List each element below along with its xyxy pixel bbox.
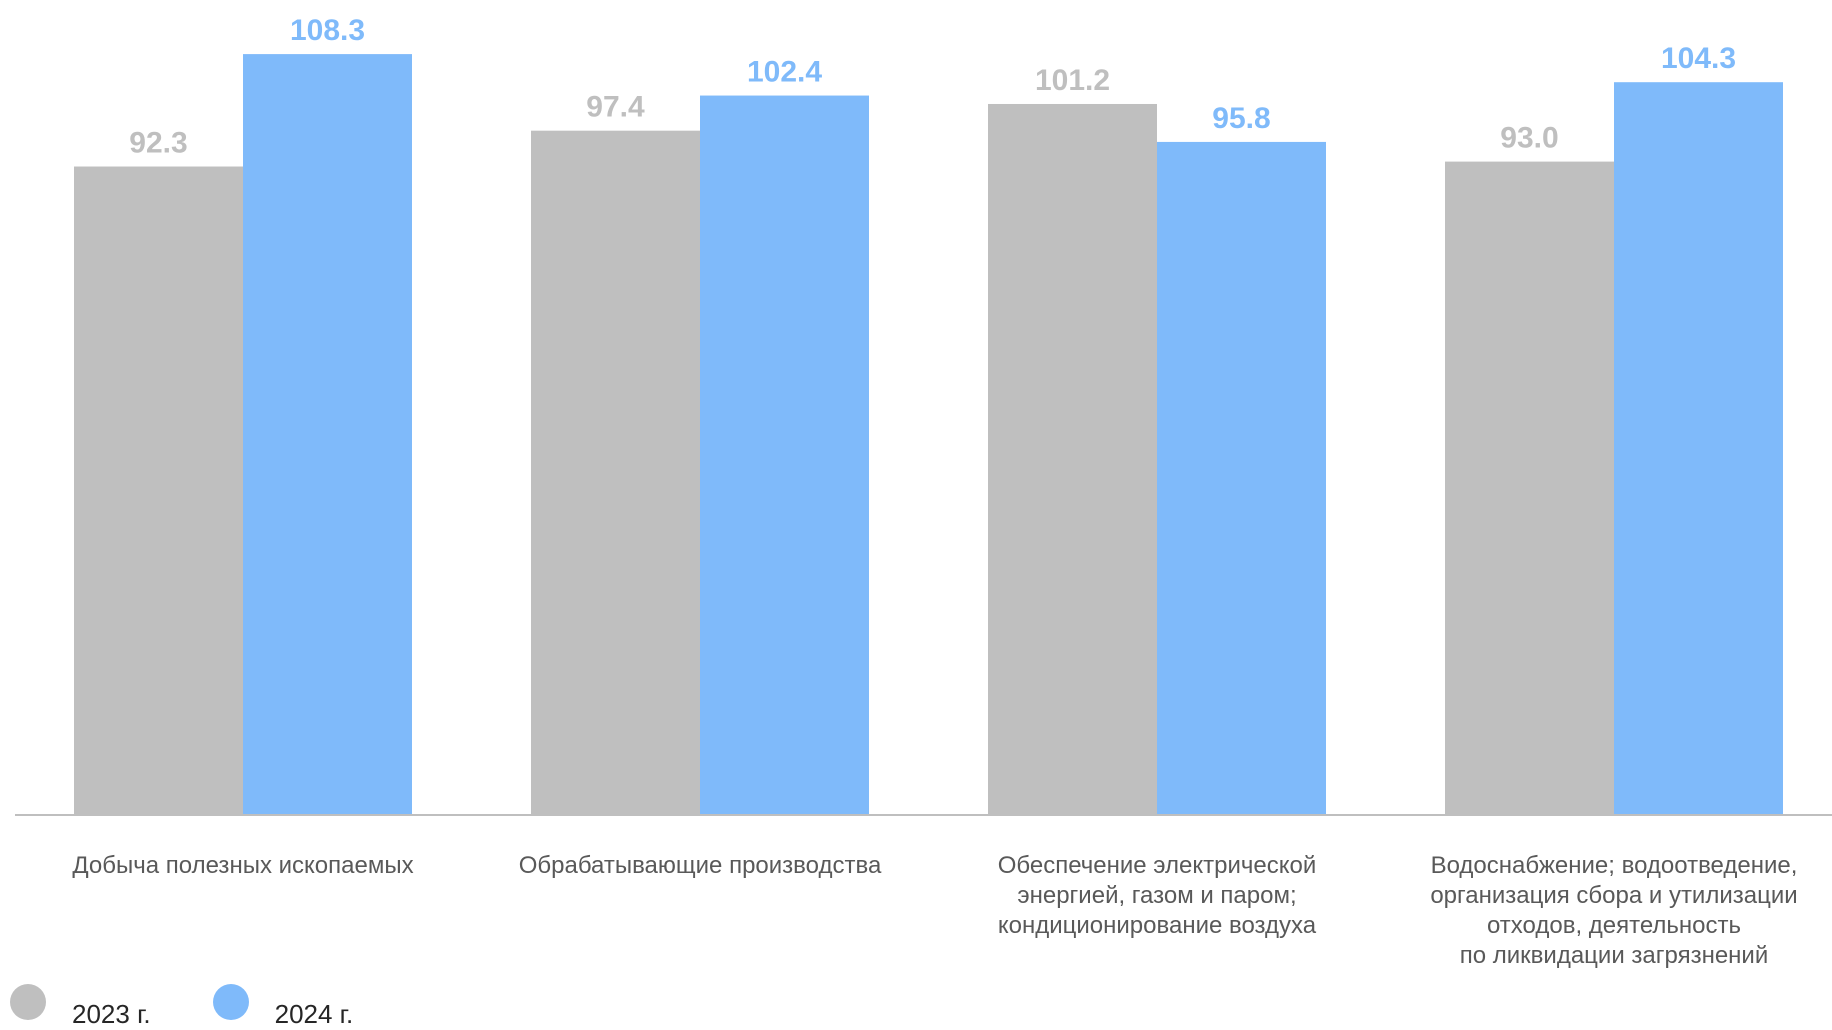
legend-label-2023: 2023 г. [72,998,151,1029]
category-label-2-line-1: Обрабатывающие производства [519,852,882,879]
bar-2024-cat-2 [700,95,869,815]
value-label-2023-cat-2: 97.4 [586,91,645,124]
category-label-3: Обеспечение электрической энергией, газом… [998,852,1317,939]
value-label-2024-cat-3: 95.8 [1212,102,1270,135]
bar-2023-cat-1 [74,166,243,815]
bar-2024-cat-4 [1614,82,1783,816]
value-label-2023-cat-1: 92.3 [129,127,187,160]
category-labels-group: Добыча полезных ископаемых Обрабатывающие… [72,852,1797,969]
value-label-2023-cat-3: 101.2 [1035,64,1110,97]
category-label-3-line-1: Обеспечение электрической [998,852,1317,879]
legend-label-2024: 2024 г. [274,998,354,1029]
bar-2023-cat-4 [1445,161,1614,815]
bar-2024-cat-1 [243,54,412,816]
category-label-4-line-4: по ликвидации загрязнений [1460,942,1769,969]
value-label-2024-cat-2: 102.4 [747,56,822,89]
value-label-2024-cat-4: 104.3 [1661,42,1736,75]
legend-item-2024: 2024 г. [212,984,353,1029]
legend: 2023 г. 2024 г. [10,984,415,1029]
category-label-3-line-2: энергией, газом и паром; [1017,882,1296,909]
category-label-4: Водоснабжение; водоотведение, организация… [1430,852,1797,969]
category-label-4-line-3: отходов, деятельность [1487,912,1741,939]
category-label-1: Добыча полезных ископаемых [72,852,413,879]
value-label-2024-cat-1: 108.3 [290,14,365,47]
bar-2023-cat-3 [988,103,1157,815]
category-label-1-line-1: Добыча полезных ископаемых [72,852,413,879]
legend-item-2023: 2023 г. [10,984,151,1029]
category-label-4-line-2: организация сбора и утилизации [1430,882,1797,909]
legend-swatch-2024 [212,984,249,1020]
category-label-3-line-3: кондиционирование воздуха [998,912,1317,939]
category-label-2: Обрабатывающие производства [519,852,882,879]
legend-swatch-2023 [10,984,46,1020]
value-labels-group: 92.3 108.3 97.4 102.4 101.2 95.8 93.0 104.3 [129,14,1736,159]
bar-2023-cat-2 [531,130,700,815]
category-label-4-line-1: Водоснабжение; водоотведение, [1431,852,1798,879]
bars-group [74,54,1783,816]
value-label-2023-cat-4: 93.0 [1500,122,1558,155]
bar-2024-cat-3 [1157,141,1326,815]
